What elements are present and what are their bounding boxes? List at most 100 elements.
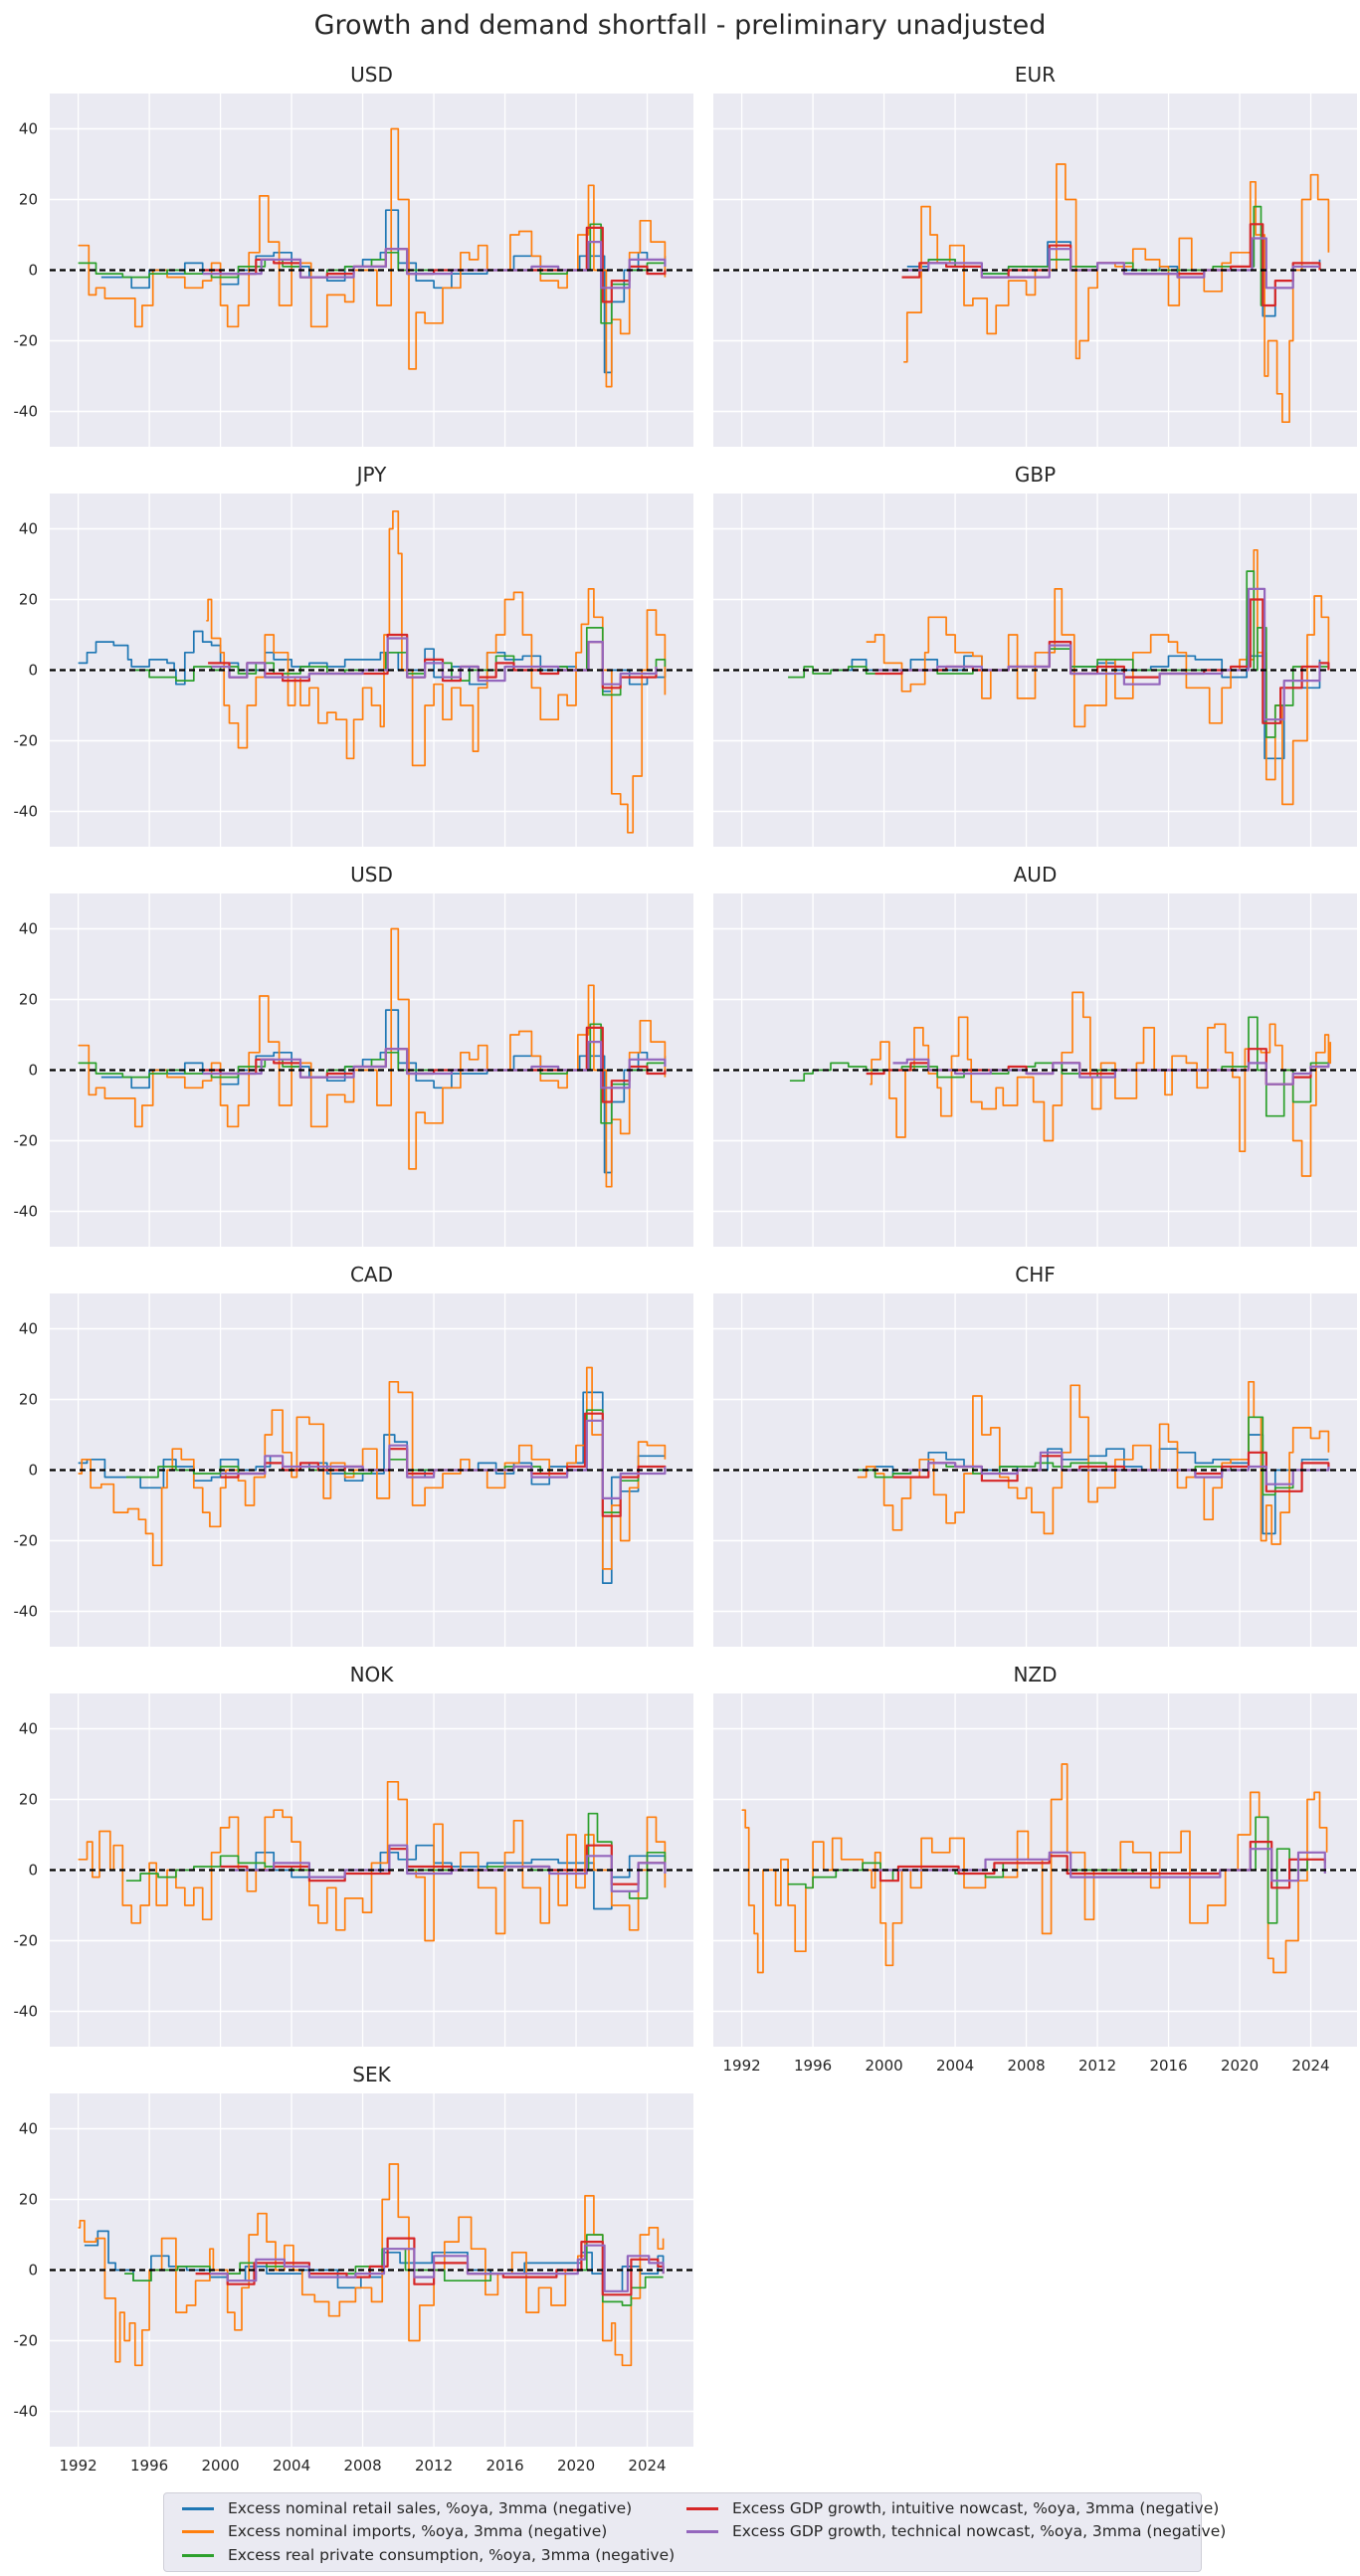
series-group: [50, 509, 693, 834]
legend-swatch: [182, 2529, 214, 2533]
x-tick-label: 2016: [486, 2457, 523, 2475]
panel-title: USD: [350, 863, 393, 887]
legend-item-imports: Excess nominal imports, %oya, 3mma (nega…: [182, 2522, 607, 2540]
y-tick-label: -40: [14, 403, 39, 421]
x-tick-label: 1992: [60, 2457, 97, 2475]
y-tick-label: -20: [14, 1132, 39, 1150]
series-line-imports: [78, 2163, 665, 2367]
series-line-private-consumption: [78, 1023, 667, 1124]
series-line-gdp-technical: [872, 1848, 1326, 1882]
series-group: [50, 927, 693, 1188]
legend-item-gdp-intuitive: Excess GDP growth, intuitive nowcast, %o…: [686, 2499, 1219, 2517]
y-tick-label: -20: [14, 1532, 39, 1550]
x-tick-label: 2020: [557, 2457, 595, 2475]
panel-gbp: GBP: [713, 463, 1357, 847]
series-group: [713, 1763, 1357, 1974]
x-tick-label: 2000: [201, 2457, 239, 2475]
legend-label: Excess GDP growth, intuitive nowcast, %o…: [732, 2499, 1220, 2517]
legend-swatch: [686, 2506, 718, 2510]
panel-title: NZD: [1013, 1663, 1057, 1686]
series-group: [50, 2163, 693, 2367]
x-tick-label: 2004: [936, 2057, 974, 2075]
y-tick-label: 40: [19, 1320, 38, 1338]
y-tick-label: 20: [19, 2191, 38, 2209]
x-tick-label: 1992: [723, 2057, 761, 2075]
y-tick-label: -40: [14, 2403, 39, 2421]
legend-item-gdp-technical: Excess GDP growth, technical nowcast, %o…: [686, 2522, 1226, 2540]
x-tick-label: 1996: [130, 2457, 168, 2475]
panel-aud: AUD: [713, 863, 1357, 1247]
series-group: [50, 127, 693, 388]
y-tick-label: 0: [28, 1462, 38, 1480]
y-tick-label: 20: [19, 1391, 38, 1409]
series-line-imports: [857, 1380, 1330, 1545]
y-tick-label: -20: [14, 732, 39, 750]
series-group: [713, 1380, 1357, 1545]
y-tick-label: 40: [19, 120, 38, 138]
panel-title: CHF: [1015, 1263, 1056, 1287]
y-tick-label: 0: [28, 662, 38, 680]
panel-title: AUD: [1014, 863, 1058, 887]
y-tick-label: 0: [28, 1062, 38, 1080]
y-tick-label: 20: [19, 991, 38, 1009]
series-line-gdp-technical: [901, 237, 1320, 290]
panel-cad: CAD -40 -20 0 20 40: [14, 1263, 693, 1647]
legend-label: Excess real private consumption, %oya, 3…: [228, 2546, 676, 2564]
x-tick-label: 2012: [415, 2457, 453, 2475]
x-tick-label: 2020: [1221, 2057, 1259, 2075]
y-tick-label: 20: [19, 1791, 38, 1809]
series-line-imports: [78, 127, 667, 388]
panel-title: CAD: [350, 1263, 393, 1287]
y-tick-label: -40: [14, 2003, 39, 2021]
legend-swatch: [182, 2506, 214, 2510]
series-line-private-consumption: [789, 1016, 1329, 1117]
panel-title: GBP: [1015, 463, 1056, 487]
x-tick-label: 2004: [273, 2457, 310, 2475]
y-tick-label: -20: [14, 2332, 39, 2350]
y-tick-label: 0: [28, 262, 38, 280]
x-tick-label: 2012: [1078, 2057, 1116, 2075]
y-tick-label: 40: [19, 1720, 38, 1738]
series-group: [713, 548, 1357, 806]
series-line-imports: [78, 927, 667, 1188]
series-line-retail-sales: [857, 1434, 1329, 1535]
panel-usd: USD -40 -20 0 20 40: [14, 863, 693, 1247]
series-line-gdp-technical: [220, 1419, 667, 1499]
x-tick-label: 2016: [1149, 2057, 1187, 2075]
series-line-imports: [78, 1366, 667, 1570]
x-tick-label: 1996: [794, 2057, 832, 2075]
y-tick-label: -20: [14, 332, 39, 350]
y-tick-label: 40: [19, 920, 38, 938]
panel-title: SEK: [352, 2063, 391, 2086]
legend: Excess nominal retail sales, %oya, 3mma …: [163, 2492, 1226, 2572]
legend-label: Excess GDP growth, technical nowcast, %o…: [732, 2522, 1227, 2540]
series-line-imports: [870, 991, 1332, 1177]
legend-swatch: [182, 2553, 214, 2557]
y-tick-label: -20: [14, 1932, 39, 1950]
panel-nok: NOK -40 -20 0 20 40: [14, 1663, 693, 2047]
series-group: [713, 163, 1357, 424]
panel-jpy: JPY -40 -20 0 20 40: [14, 463, 693, 847]
legend-item-retail-sales: Excess nominal retail sales, %oya, 3mma …: [182, 2499, 632, 2517]
figure-title: Growth and demand shortfall - preliminar…: [313, 10, 1047, 41]
series-line-imports: [903, 163, 1330, 424]
panel-title: JPY: [355, 463, 388, 487]
series-line-gdp-technical: [892, 1058, 1330, 1086]
y-tick-label: 20: [19, 191, 38, 209]
y-tick-label: -40: [14, 803, 39, 821]
x-tick-label: 2024: [1291, 2057, 1329, 2075]
y-tick-label: 0: [28, 1862, 38, 1880]
y-tick-label: -40: [14, 1603, 39, 1621]
panel-title: USD: [350, 63, 393, 87]
panel-eur: EUR: [713, 63, 1357, 447]
x-tick-label: 2008: [1007, 2057, 1045, 2075]
series-line-private-consumption: [78, 223, 667, 324]
series-line-imports: [78, 1780, 667, 1942]
panel-title: NOK: [350, 1663, 395, 1686]
series-line-retail-sales: [78, 630, 667, 693]
y-tick-label: 0: [28, 2262, 38, 2279]
legend-label: Excess nominal retail sales, %oya, 3mma …: [228, 2499, 633, 2517]
panel-title: EUR: [1015, 63, 1056, 87]
y-tick-label: 20: [19, 591, 38, 609]
